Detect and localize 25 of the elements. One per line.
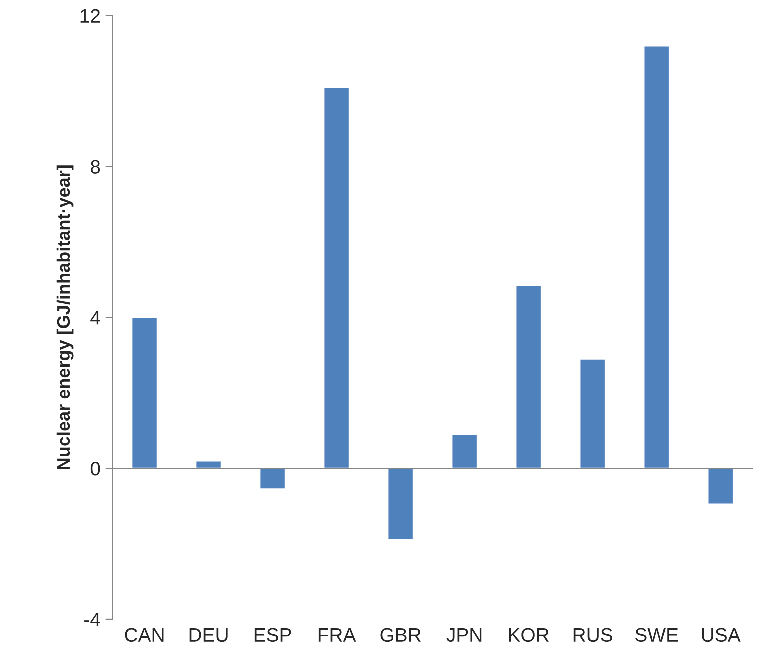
y-tick-label: 8: [91, 160, 100, 174]
bar: [323, 86, 350, 470]
x-tick-label: KOR: [509, 628, 549, 642]
bar: [387, 468, 414, 541]
x-tick-label: SWE: [636, 628, 678, 642]
x-tick-label: DEU: [190, 628, 228, 642]
x-tick-label: ESP: [254, 628, 292, 642]
x-tick-label: CAN: [125, 628, 164, 642]
x-tick-label: RUS: [574, 628, 612, 642]
bar: [707, 468, 734, 506]
y-tick-label: 12: [80, 9, 100, 23]
bar: [579, 358, 606, 470]
y-tick-label: 4: [90, 311, 100, 325]
bar: [451, 434, 478, 470]
bar: [131, 316, 158, 470]
x-tick-label: GBR: [380, 628, 421, 642]
y-tick-label: -4: [84, 613, 100, 627]
bar: [259, 468, 286, 490]
x-tick-label: FRA: [318, 628, 356, 642]
y-axis-title: Nuclear energy [GJ/inhabitant·year]: [56, 166, 74, 470]
bar: [515, 284, 542, 470]
x-tick-label: JPN: [446, 628, 482, 642]
x-tick-label: USA: [702, 628, 741, 642]
y-tick-label: 0: [90, 462, 100, 476]
bar: [643, 45, 670, 470]
